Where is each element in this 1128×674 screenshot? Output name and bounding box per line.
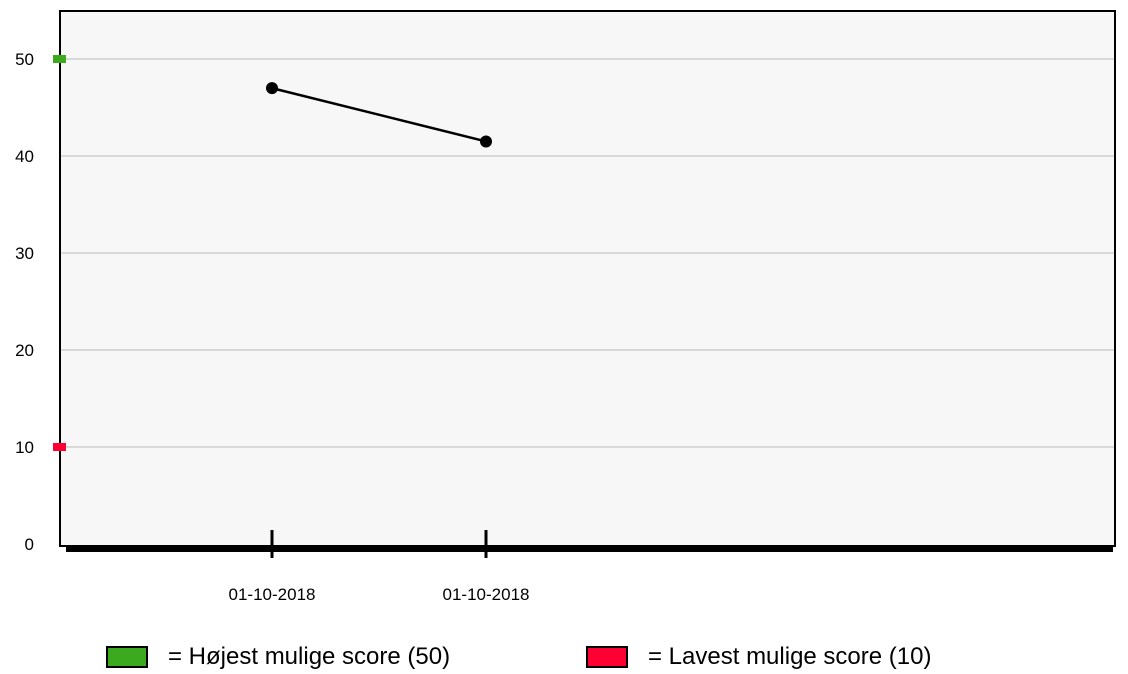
gridlines: [61, 58, 1114, 448]
y-tick-label-30: 30: [15, 244, 34, 263]
plot-area: [59, 10, 1116, 547]
legend-swatch-green: [106, 646, 148, 668]
y-limit-marker-10: [53, 443, 66, 451]
data-point-0-1: [480, 135, 492, 148]
legend-item-lowest: = Lavest mulige score (10): [586, 640, 931, 674]
series-group: [266, 82, 492, 148]
y-tick-label-50: 50: [15, 50, 34, 69]
y-tick-label-0: 0: [25, 535, 34, 554]
y-tick-label-10: 10: [15, 438, 34, 457]
score-limit-markers: [53, 55, 66, 451]
series-line-0: [271, 86, 487, 143]
x-tick-label-0: 01-10-2018: [229, 585, 316, 604]
y-tick-label-20: 20: [15, 341, 34, 360]
data-point-0-0: [266, 82, 278, 95]
x-axis-ticks: 01-10-2018 01-10-2018: [229, 530, 530, 604]
legend-label-highest: = Højest mulige score (50): [168, 643, 451, 670]
y-tick-label-40: 40: [15, 147, 34, 166]
y-axis-ticks: 0 10 20 30 40 50: [15, 50, 34, 554]
score-chart: 0 10 20 30 40 50 01-10-2018 01-10-2018: [15, 10, 1116, 604]
legend-item-highest: = Højest mulige score (50): [106, 640, 450, 674]
x-tick-label-1: 01-10-2018: [443, 585, 530, 604]
y-limit-marker-50: [53, 55, 66, 63]
legend-label-lowest: = Lavest mulige score (10): [648, 643, 932, 670]
x-axis-shadow: [66, 545, 1113, 552]
legend-swatch-red: [586, 646, 628, 668]
